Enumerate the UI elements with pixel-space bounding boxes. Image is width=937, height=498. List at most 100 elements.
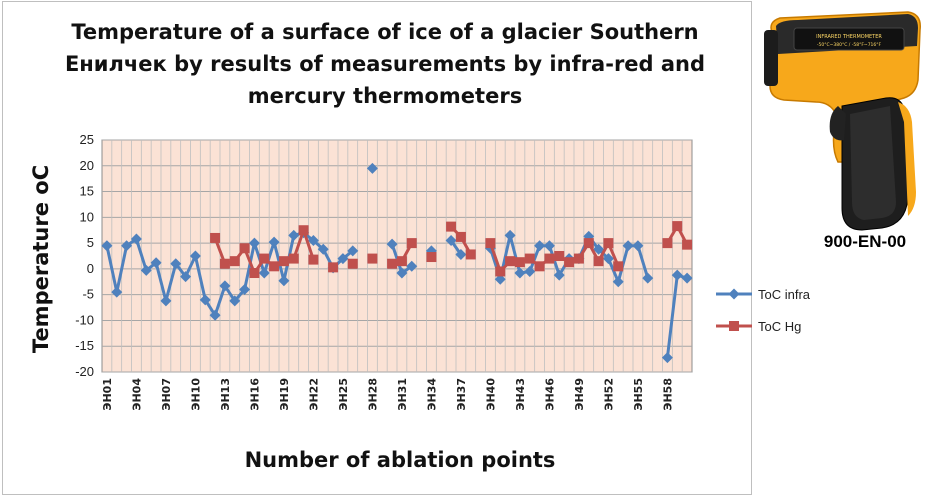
data-point bbox=[366, 162, 378, 174]
x-tick-label: ЭН49 bbox=[573, 378, 586, 411]
x-tick-label: ЭН01 bbox=[101, 378, 114, 411]
data-point bbox=[268, 236, 280, 248]
legend: ToC infra ToC Hg bbox=[716, 287, 811, 334]
data-point bbox=[239, 284, 251, 296]
data-point bbox=[219, 280, 231, 292]
data-point bbox=[160, 295, 172, 307]
data-point bbox=[396, 256, 407, 267]
x-tick-label: ЭН22 bbox=[307, 378, 320, 411]
data-point bbox=[564, 257, 575, 268]
legend-marker bbox=[729, 321, 739, 331]
data-point bbox=[524, 265, 536, 277]
data-point bbox=[229, 256, 240, 267]
data-point bbox=[612, 276, 624, 288]
device-model-label: 900-EN-00 bbox=[823, 232, 907, 251]
data-point bbox=[632, 240, 644, 252]
data-point bbox=[239, 243, 250, 254]
chart-frame bbox=[2, 1, 752, 495]
infrared-thermometer-image: INFRARED THERMOMETER -50°C~380°C / -58°F… bbox=[764, 11, 921, 231]
legend-label: ToC Hg bbox=[758, 319, 801, 334]
data-point bbox=[681, 272, 693, 284]
y-tick-label: -5 bbox=[82, 287, 94, 302]
data-point bbox=[121, 240, 133, 252]
svg-text:-50°C~380°C / -58°F~716°F: -50°C~380°C / -58°F~716°F bbox=[817, 42, 882, 48]
data-point bbox=[593, 243, 605, 255]
data-point bbox=[613, 261, 624, 272]
data-point bbox=[485, 238, 496, 249]
data-point bbox=[307, 235, 319, 247]
legend-label: ToC infra bbox=[758, 287, 811, 302]
data-point bbox=[534, 240, 546, 252]
data-point bbox=[229, 295, 241, 307]
data-point bbox=[682, 239, 693, 250]
data-point bbox=[553, 269, 565, 281]
data-point bbox=[111, 286, 123, 298]
y-axis-ticks: -20 -15 -10 -5 0 5 10 15 20 25 bbox=[75, 132, 94, 379]
data-point bbox=[544, 253, 555, 264]
data-point bbox=[189, 250, 201, 262]
x-tick-label: ЭН10 bbox=[189, 378, 202, 411]
x-tick-label: ЭН07 bbox=[160, 378, 173, 411]
x-tick-label: ЭН04 bbox=[130, 378, 143, 411]
x-tick-label: ЭН34 bbox=[425, 378, 438, 411]
data-point bbox=[504, 229, 516, 241]
x-tick-label: ЭН52 bbox=[602, 378, 615, 411]
data-point bbox=[278, 275, 290, 287]
data-point bbox=[170, 258, 182, 270]
data-point bbox=[465, 249, 476, 260]
data-point bbox=[495, 266, 506, 277]
x-tick-label: ЭН43 bbox=[514, 378, 527, 411]
data-point bbox=[661, 352, 673, 364]
data-point bbox=[593, 256, 604, 267]
data-point bbox=[514, 257, 525, 268]
x-tick-label: ЭН46 bbox=[543, 378, 556, 411]
data-point bbox=[259, 253, 270, 264]
data-point bbox=[455, 231, 466, 242]
data-point bbox=[317, 243, 329, 255]
x-tick-label: ЭН19 bbox=[278, 378, 291, 411]
x-axis-ticks: ЭН01 ЭН04 ЭН07 ЭН10 ЭН13 ЭН16 ЭН19 ЭН22 ЭН25 ЭН28… bbox=[101, 378, 675, 411]
data-point bbox=[642, 272, 654, 284]
data-point bbox=[278, 256, 289, 267]
data-point bbox=[308, 254, 319, 265]
x-axis-label: Number of ablation points bbox=[245, 448, 556, 472]
data-point bbox=[337, 253, 349, 265]
y-tick-label: 10 bbox=[80, 209, 94, 224]
data-point bbox=[150, 257, 162, 269]
x-tick-label: ЭН28 bbox=[366, 378, 379, 411]
x-tick-label: ЭН55 bbox=[632, 378, 645, 411]
data-point bbox=[298, 225, 309, 236]
x-tick-label: ЭН31 bbox=[396, 378, 409, 411]
data-point bbox=[288, 253, 299, 264]
x-tick-label: ЭН16 bbox=[248, 378, 261, 411]
data-point bbox=[248, 237, 260, 249]
data-point bbox=[514, 267, 526, 279]
data-point bbox=[672, 221, 683, 232]
y-tick-label: -15 bbox=[75, 338, 94, 353]
data-point bbox=[180, 271, 192, 283]
data-point bbox=[662, 238, 673, 249]
y-axis-label: Temperature oC bbox=[29, 165, 53, 353]
grid-lines bbox=[102, 139, 692, 373]
data-point bbox=[543, 240, 555, 252]
x-tick-label: ЭН25 bbox=[337, 378, 350, 411]
data-point bbox=[445, 235, 457, 247]
data-point bbox=[199, 294, 211, 306]
y-tick-label: 15 bbox=[80, 184, 94, 199]
data-point bbox=[554, 251, 565, 261]
data-point bbox=[573, 253, 584, 264]
data-point bbox=[130, 233, 142, 245]
y-tick-label: -20 bbox=[75, 364, 94, 379]
y-tick-label: 0 bbox=[87, 261, 94, 276]
x-tick-label: ЭН58 bbox=[661, 378, 674, 411]
data-point bbox=[209, 309, 221, 321]
data-point bbox=[328, 262, 339, 273]
x-tick-label: ЭН13 bbox=[219, 378, 232, 411]
data-point bbox=[406, 238, 417, 249]
data-point bbox=[583, 238, 594, 249]
data-point bbox=[386, 238, 398, 250]
data-point bbox=[140, 264, 152, 276]
y-tick-label: 25 bbox=[80, 132, 94, 147]
data-point bbox=[387, 258, 398, 269]
